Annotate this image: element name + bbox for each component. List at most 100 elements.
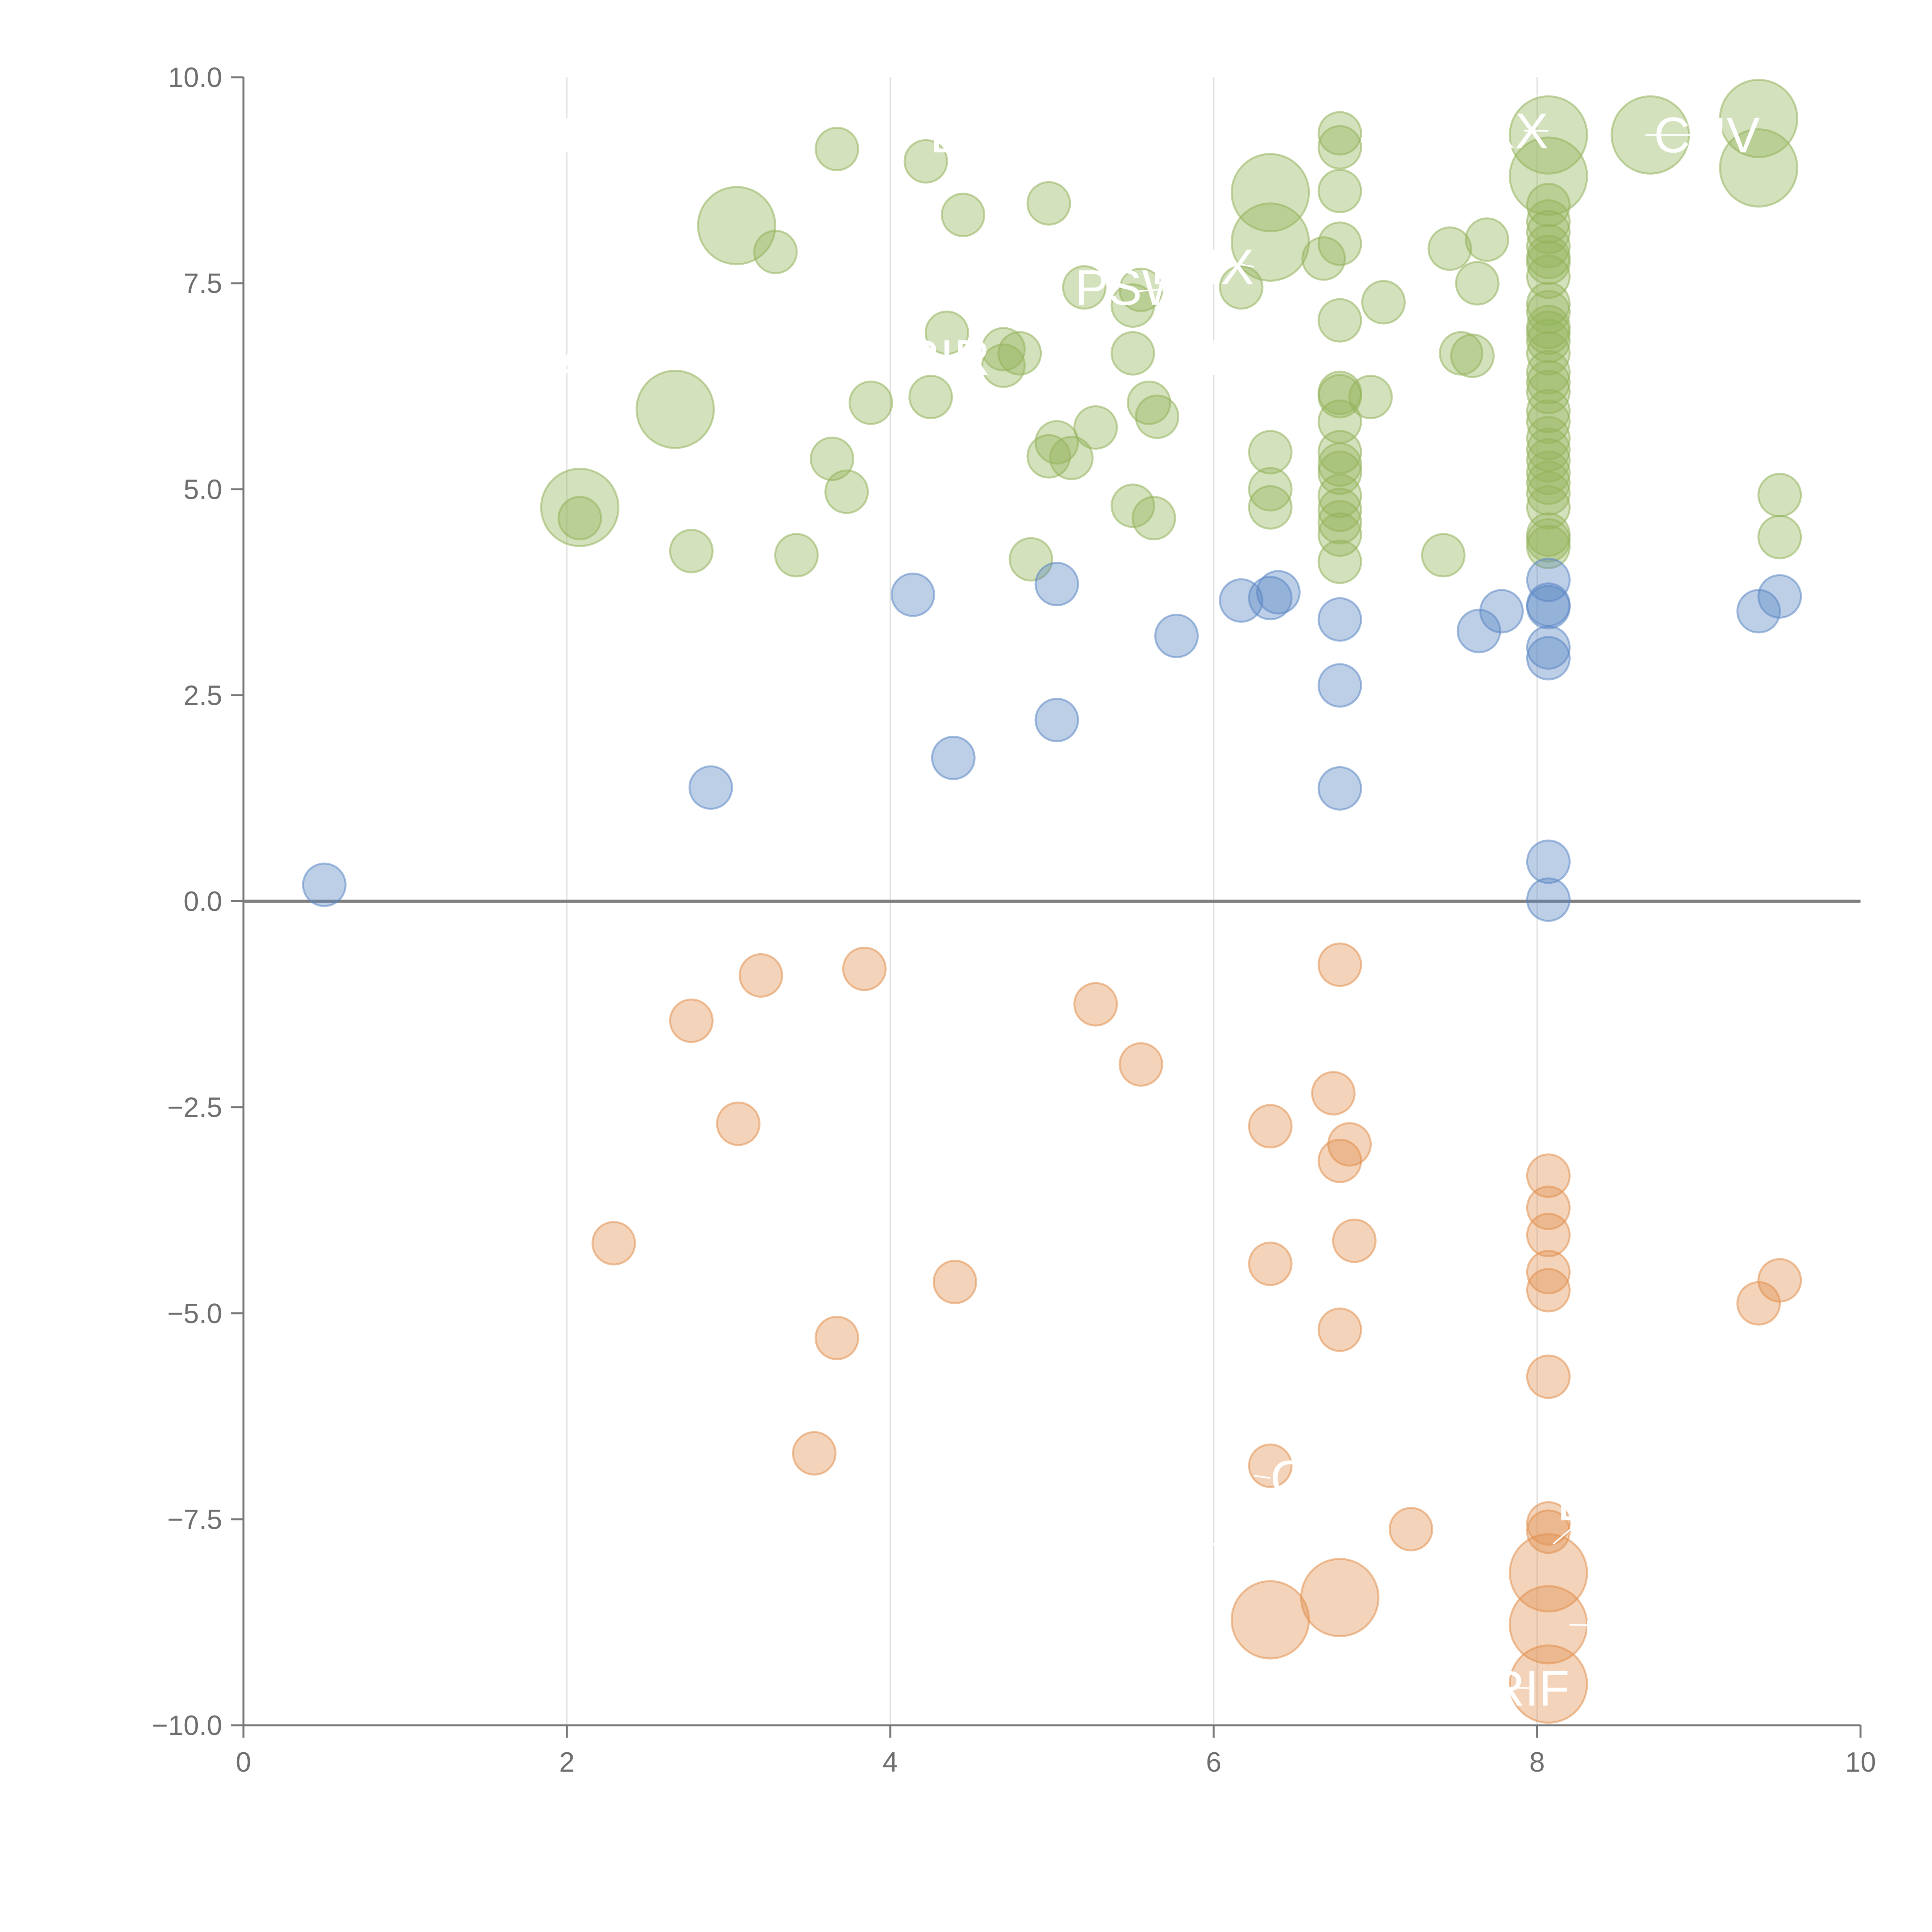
down-bubble	[1311, 1071, 1356, 1116]
up-bubble	[557, 496, 602, 541]
point-label: GHA	[520, 107, 629, 163]
up-bubble	[1526, 460, 1571, 505]
down-bubble	[1248, 1104, 1293, 1149]
neutral-bubble	[1456, 609, 1501, 653]
up-bubble	[1757, 473, 1802, 517]
up-bubble	[824, 469, 869, 514]
up-bubble	[1317, 539, 1362, 584]
up-bubble	[1248, 430, 1293, 474]
x-tick-label: 6	[1206, 1747, 1221, 1778]
label-leader-line	[1230, 262, 1254, 268]
neutral-bubble	[1219, 578, 1264, 623]
point-label: JKA	[497, 337, 589, 394]
down-bubble	[792, 1431, 837, 1476]
up-bubble	[1427, 226, 1472, 271]
up-bubble	[1526, 240, 1571, 285]
up-bubble	[1317, 125, 1362, 170]
neutral-bubble	[1526, 877, 1571, 922]
neutral-bubble	[1034, 697, 1079, 742]
up-bubble	[635, 369, 715, 449]
label-leader-line	[1133, 286, 1190, 293]
down-bubble	[1526, 1509, 1571, 1554]
up-bubble	[981, 327, 1026, 372]
x-tick-label: 0	[236, 1747, 251, 1778]
y-tick-label: −10.0	[152, 1710, 222, 1741]
down-bubble	[1526, 1213, 1571, 1257]
y-tick-label: 10.0	[168, 62, 222, 93]
up-bubble	[1062, 265, 1107, 310]
up-bubble	[1526, 318, 1571, 363]
up-bubble	[1026, 181, 1071, 226]
up-bubble	[1526, 210, 1571, 255]
x-tick-label: 4	[883, 1747, 898, 1778]
up-bubble	[1526, 485, 1571, 530]
x-tick-label: 8	[1529, 1747, 1545, 1778]
up-bubble	[997, 331, 1042, 376]
x-tick-label: 2	[559, 1747, 575, 1778]
up-bubble	[1526, 389, 1571, 434]
up-bubble	[1301, 236, 1346, 281]
up-bubble	[815, 127, 859, 172]
down-bubble	[1073, 982, 1118, 1027]
down-bubble	[1332, 1218, 1377, 1263]
down-bubble	[842, 946, 887, 991]
y-tick-label: 2.5	[184, 680, 222, 711]
neutral-bubble	[1256, 570, 1301, 615]
up-bubble	[1111, 331, 1155, 376]
point-label: PSW	[1075, 259, 1189, 316]
up-bubble	[1317, 168, 1362, 213]
up-bubble	[1111, 483, 1155, 528]
up-bubble	[753, 230, 798, 274]
up-bubble	[1135, 395, 1180, 439]
up-bubble	[1757, 515, 1802, 560]
neutral-bubble	[1154, 614, 1199, 658]
up-bubble	[1526, 518, 1571, 563]
point-label: CEE	[1270, 1450, 1373, 1506]
neutral-bubble	[1034, 561, 1079, 606]
up-bubble	[1450, 333, 1495, 378]
down-bubble	[1526, 1185, 1571, 1230]
up-bubble	[1526, 525, 1571, 570]
neutral-bubble	[1526, 558, 1571, 602]
point-label: QAT	[1584, 1598, 1684, 1655]
neutral-bubble	[1526, 839, 1571, 884]
down-bubble	[1119, 1042, 1163, 1087]
up-bubble	[1526, 471, 1571, 516]
up-bubble	[1248, 467, 1293, 512]
point-label: RIF	[1488, 1660, 1569, 1716]
y-tick-label: −5.0	[167, 1298, 222, 1329]
up-bubble	[1526, 427, 1571, 472]
point-label: LFA	[1557, 1475, 1647, 1531]
up-bubble	[924, 310, 969, 355]
down-bubble	[1526, 1354, 1571, 1399]
neutral-bubble	[891, 572, 935, 617]
up-bubble	[774, 533, 819, 578]
point-label: NXX	[1445, 103, 1548, 159]
up-bubble	[1464, 217, 1509, 262]
neutral-bubble	[688, 765, 733, 810]
down-bubble	[1526, 1268, 1571, 1313]
down-bubble	[1230, 1580, 1310, 1660]
up-bubble	[1317, 488, 1362, 532]
down-bubble	[1248, 1242, 1293, 1286]
label-leader-line	[1553, 1502, 1602, 1545]
up-bubble	[1026, 434, 1071, 479]
up-bubble	[1455, 261, 1500, 306]
down-bubble	[669, 998, 714, 1043]
up-bubble	[1317, 451, 1362, 495]
up-bubble	[1127, 380, 1172, 425]
up-bubble	[1509, 95, 1588, 175]
up-bubble	[908, 374, 953, 419]
up-bubble	[1248, 485, 1293, 530]
up-bubble	[940, 192, 985, 237]
y-tick-label: −7.5	[167, 1504, 222, 1535]
neutral-bubble	[1317, 597, 1362, 642]
up-bubble	[1526, 438, 1571, 483]
down-bubble	[738, 953, 783, 998]
label-leader-line	[1254, 1475, 1270, 1479]
down-bubble	[1317, 1307, 1362, 1352]
y-tick-label: 0.0	[184, 886, 222, 917]
axes: 0 2 4 6 8 10 −10.0 −7.5 −5.0 −2.5 0.0 2.5 5.0 7.5 10.0	[152, 62, 1876, 1778]
